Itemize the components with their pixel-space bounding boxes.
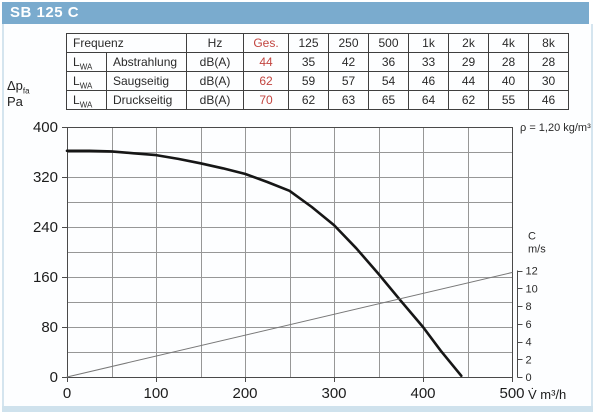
svg-text:500: 500 <box>499 385 524 402</box>
row-unit: dB(A) <box>186 90 244 110</box>
row-band-value: 64 <box>408 90 449 110</box>
sound-level-table: Frequenz Hz Ges. 125 250 500 1k 2k 4k 8k LWA Ab… <box>66 33 569 110</box>
svg-text:0: 0 <box>526 372 532 384</box>
plot-border <box>67 127 513 378</box>
row-band-value: 57 <box>328 71 369 91</box>
svg-text:400: 400 <box>410 385 435 402</box>
svg-text:160: 160 <box>33 269 58 286</box>
svg-text:8: 8 <box>526 301 532 313</box>
row-label: Druckseitig <box>106 90 187 110</box>
page-title: SB 125 C <box>2 2 589 24</box>
row-band-value: 44 <box>448 71 489 91</box>
y-axis-title: Δpfa Pa <box>7 78 30 110</box>
table-row: LWA Druckseitig dB(A) 70 62 63 65 64 62 55 46 <box>66 90 569 110</box>
fan-pressure-curve <box>65 149 463 378</box>
density-annotation: ρ = 1,20 kg/m³ <box>520 122 591 134</box>
svg-text:2: 2 <box>526 354 532 366</box>
svg-text:100: 100 <box>143 385 168 402</box>
right-axis: 0 2 4 6 8 10 12 Cm/s <box>517 231 546 384</box>
svg-text:m/s: m/s <box>528 244 546 256</box>
row-total: 44 <box>243 52 289 72</box>
svg-text:10: 10 <box>526 283 538 295</box>
svg-text:12: 12 <box>526 266 538 278</box>
table-header-row: Frequenz Hz Ges. 125 250 500 1k 2k 4k 8k <box>66 33 569 53</box>
x-axis-labels: 0 100 200 300 400 500 <box>63 377 525 402</box>
row-band-value: 55 <box>488 90 529 110</box>
svg-text:80: 80 <box>41 319 58 336</box>
svg-text:6: 6 <box>526 319 532 331</box>
col-header-band: 500 <box>368 33 409 53</box>
bottom-frame-strip <box>2 406 593 412</box>
svg-text:240: 240 <box>33 219 58 236</box>
air-velocity-line <box>66 272 513 378</box>
row-band-value: 46 <box>528 90 569 110</box>
svg-text:4: 4 <box>526 337 532 349</box>
table-row: LWA Abstrahlung dB(A) 44 35 42 36 33 29 28 28 <box>66 52 569 72</box>
row-total: 62 <box>243 71 289 91</box>
right-axis-title: C <box>528 231 536 243</box>
col-header-frequenz: Frequenz <box>66 33 187 53</box>
col-header-band: 4k <box>488 33 529 53</box>
row-band-value: 54 <box>368 71 409 91</box>
table-row: LWA Saugseitig dB(A) 62 59 57 54 46 44 40 30 <box>66 71 569 91</box>
svg-text:200: 200 <box>232 385 257 402</box>
row-label: Abstrahlung <box>106 52 187 72</box>
col-header-band: 8k <box>528 33 569 53</box>
y-axis-labels: 0 80 160 240 320 400 <box>33 119 67 386</box>
row-band-value: 29 <box>448 52 489 72</box>
grid-lines <box>67 127 513 378</box>
svg-text:400: 400 <box>33 119 58 136</box>
pressure-unit: Pa <box>7 94 23 109</box>
svg-text:0: 0 <box>63 385 71 402</box>
x-axis-title: V̇ m³/h <box>528 387 566 402</box>
col-header-band: 1k <box>408 33 449 53</box>
svg-text:300: 300 <box>321 385 346 402</box>
svg-text:320: 320 <box>33 169 58 186</box>
pressure-symbol: Δpfa <box>7 78 30 96</box>
svg-text:0: 0 <box>50 369 58 386</box>
